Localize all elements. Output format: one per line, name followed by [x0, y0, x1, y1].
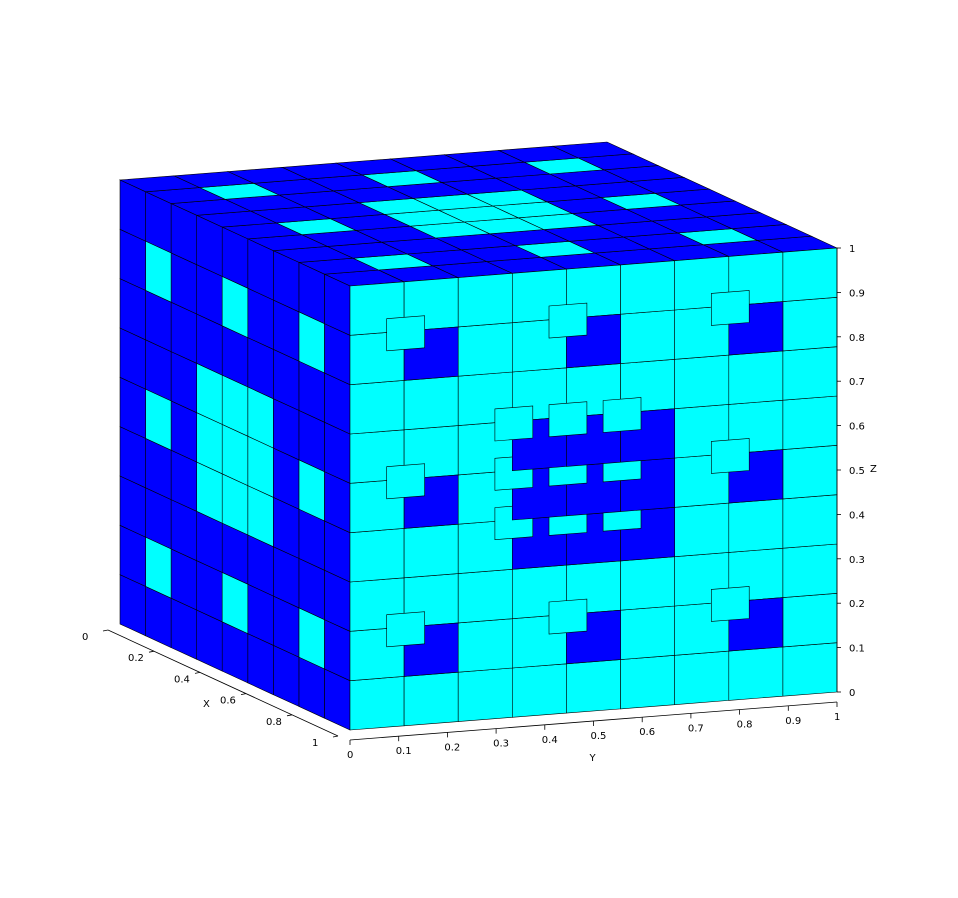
y-tick-label: 0 — [347, 750, 353, 761]
front-face-cell — [674, 502, 730, 558]
y-tick-label: 0.3 — [493, 739, 509, 750]
hole-inner-wall — [386, 463, 425, 500]
front-face-cell — [782, 247, 838, 302]
z-tick-label: 0.7 — [849, 377, 865, 388]
y-tick-label: 0.4 — [542, 735, 558, 746]
y-axis-label: Y — [589, 753, 597, 764]
y-tick-label: 0.2 — [444, 742, 460, 753]
y-tick-label: 0.6 — [639, 727, 655, 738]
front-face-cell — [566, 659, 621, 714]
x-tick-mark — [148, 650, 155, 653]
x-tick-mark — [286, 714, 293, 717]
y-axis-ticks: 0 0.1 0.2 0.3 0.4 0.5 0.6 0.7 0.8 0.9 1 — [347, 701, 840, 761]
y-tick-label: 0.1 — [396, 746, 412, 757]
x-tick-label: 0.8 — [266, 717, 282, 728]
front-face-cell — [620, 654, 676, 710]
front-face-cell — [728, 350, 784, 405]
hole-inner-wall — [710, 586, 750, 622]
x-tick-mark — [240, 693, 247, 695]
x-tick-label: 0.6 — [220, 696, 236, 707]
front-face-cell — [728, 646, 784, 701]
front-face-cell — [782, 444, 838, 500]
hole-inner-wall — [710, 290, 750, 326]
front-face-cell — [457, 568, 513, 624]
z-tick-label: 0.5 — [849, 466, 865, 477]
sponge-faces — [118, 141, 839, 731]
z-tick-label: 0 — [849, 688, 855, 699]
hole-inner-wall — [386, 611, 425, 648]
front-face-cell — [782, 296, 838, 352]
x-tick-mark — [102, 629, 109, 632]
front-face-cell — [620, 309, 676, 364]
y-tick-label: 0.9 — [785, 716, 801, 727]
front-face-cell — [511, 663, 567, 718]
left-face-cell — [119, 179, 146, 242]
front-face-cell — [349, 380, 405, 435]
hole-inner-wall — [710, 438, 750, 474]
front-face-cell — [403, 375, 459, 431]
hole-inner-wall — [386, 315, 425, 352]
z-tick-label: 0.6 — [849, 422, 865, 433]
hole-inner-wall — [548, 401, 588, 438]
y-tick-label: 0.8 — [737, 720, 753, 731]
front-face-cell — [403, 523, 459, 579]
front-face-cell — [782, 346, 838, 401]
front-face-cell — [782, 592, 838, 648]
front-face-cell — [674, 650, 730, 706]
x-tick-mark — [332, 735, 339, 738]
front-face-cell — [457, 272, 513, 328]
x-tick-label: 0 — [82, 632, 88, 643]
front-face-cell — [782, 494, 838, 549]
front-face-cell — [457, 667, 513, 722]
z-tick-label: 0.3 — [849, 555, 865, 566]
front-face-cell — [782, 642, 838, 697]
axes-group: 0 0.2 0.4 0.6 0.8 1 0 0.1 0.2 0.3 0.4 0.5 0.6 0.7 0.8… — [82, 244, 877, 764]
y-tick-label: 0.5 — [591, 731, 607, 742]
z-tick-label: 1 — [849, 244, 855, 255]
front-face-cell — [782, 543, 838, 598]
z-tick-label: 0.4 — [849, 510, 865, 521]
hole-inner-wall — [602, 397, 642, 433]
front-face-cell — [403, 671, 459, 727]
x-tick-label: 0.4 — [174, 674, 190, 685]
z-tick-label: 0.8 — [849, 333, 865, 344]
z-axis-ticks: 0 0.1 0.2 0.3 0.4 0.5 0.6 0.7 0.8 0.9 1 — [836, 244, 865, 699]
z-axis-label: Z — [870, 464, 877, 475]
front-face-cell — [349, 528, 405, 583]
hole-inner-wall — [548, 302, 588, 339]
front-face-cell — [349, 676, 405, 731]
top-face-cell — [551, 141, 634, 159]
front-face-cell — [620, 605, 676, 660]
front-face-cell — [620, 260, 676, 315]
x-tick-label: 1 — [312, 738, 318, 749]
hole-inner-wall — [548, 598, 588, 635]
y-tick-label: 1 — [834, 712, 840, 723]
front-face-cell — [782, 395, 838, 450]
sponge-holes — [386, 290, 784, 677]
x-tick-mark — [194, 672, 201, 674]
x-tick-label: 0.2 — [128, 653, 144, 664]
front-face-cell — [674, 354, 730, 410]
z-tick-label: 0.9 — [849, 288, 865, 299]
x-axis-ticks: 0 0.2 0.4 0.6 0.8 1 — [82, 629, 339, 749]
x-axis-label: X — [203, 699, 210, 710]
front-face-cell — [457, 322, 513, 377]
y-tick-label: 0.7 — [688, 723, 704, 734]
front-face-cell — [728, 498, 784, 553]
hole-inner-wall — [494, 405, 534, 442]
front-face-cell — [457, 618, 513, 673]
z-tick-label: 0.2 — [849, 599, 865, 610]
front-face-cell — [620, 556, 676, 611]
x-axis-line — [107, 629, 339, 737]
z-tick-label: 0.1 — [849, 644, 865, 655]
